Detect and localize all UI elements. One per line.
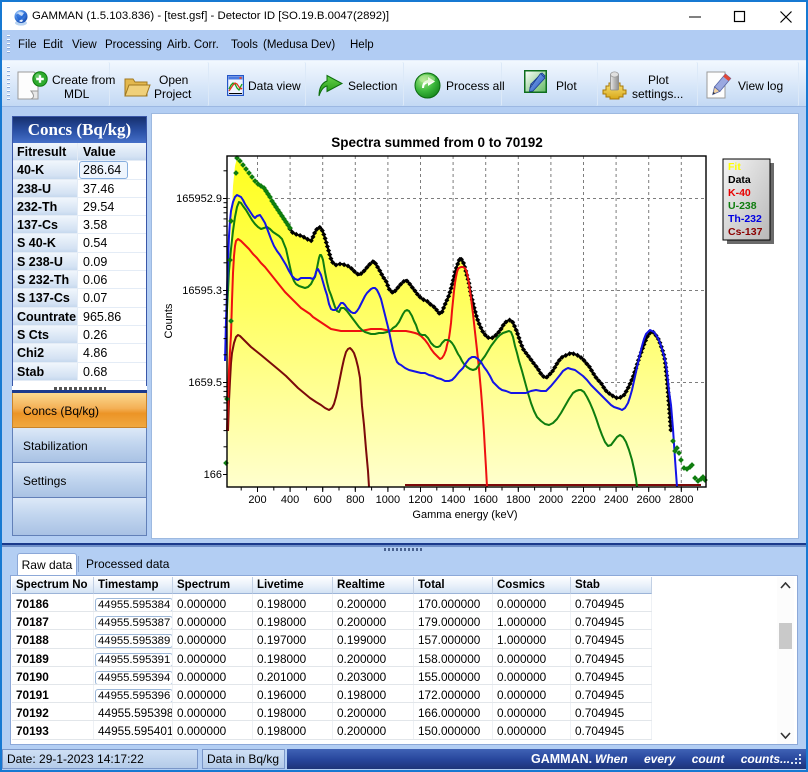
svg-text:600: 600	[314, 494, 332, 506]
svg-text:Data: Data	[728, 174, 751, 186]
svg-text:1800: 1800	[506, 494, 530, 506]
svg-text:1659.5: 1659.5	[188, 377, 222, 389]
svg-text:800: 800	[346, 494, 364, 506]
svg-text:16595.3: 16595.3	[182, 285, 222, 297]
svg-text:Cs-137: Cs-137	[728, 226, 763, 238]
svg-text:Gamma energy (keV): Gamma energy (keV)	[412, 509, 517, 521]
svg-text:1200: 1200	[408, 494, 432, 506]
svg-text:2400: 2400	[604, 494, 628, 506]
svg-text:U-238: U-238	[728, 200, 757, 212]
svg-text:Counts: Counts	[163, 303, 175, 338]
svg-text:200: 200	[248, 494, 266, 506]
svg-text:2200: 2200	[571, 494, 595, 506]
svg-text:166: 166	[204, 469, 222, 481]
svg-text:Fit: Fit	[728, 161, 741, 173]
svg-text:1000: 1000	[376, 494, 400, 506]
svg-text:1400: 1400	[441, 494, 465, 506]
svg-text:165952.9: 165952.9	[176, 193, 222, 205]
svg-text:2800: 2800	[669, 494, 693, 506]
svg-text:Th-232: Th-232	[728, 213, 762, 225]
svg-text:1600: 1600	[473, 494, 497, 506]
svg-text:400: 400	[281, 494, 299, 506]
svg-text:K-40: K-40	[728, 187, 751, 199]
svg-text:2600: 2600	[636, 494, 660, 506]
svg-text:2000: 2000	[539, 494, 563, 506]
svg-text:Spectra summed from 0 to 70192: Spectra summed from 0 to 70192	[331, 135, 543, 150]
